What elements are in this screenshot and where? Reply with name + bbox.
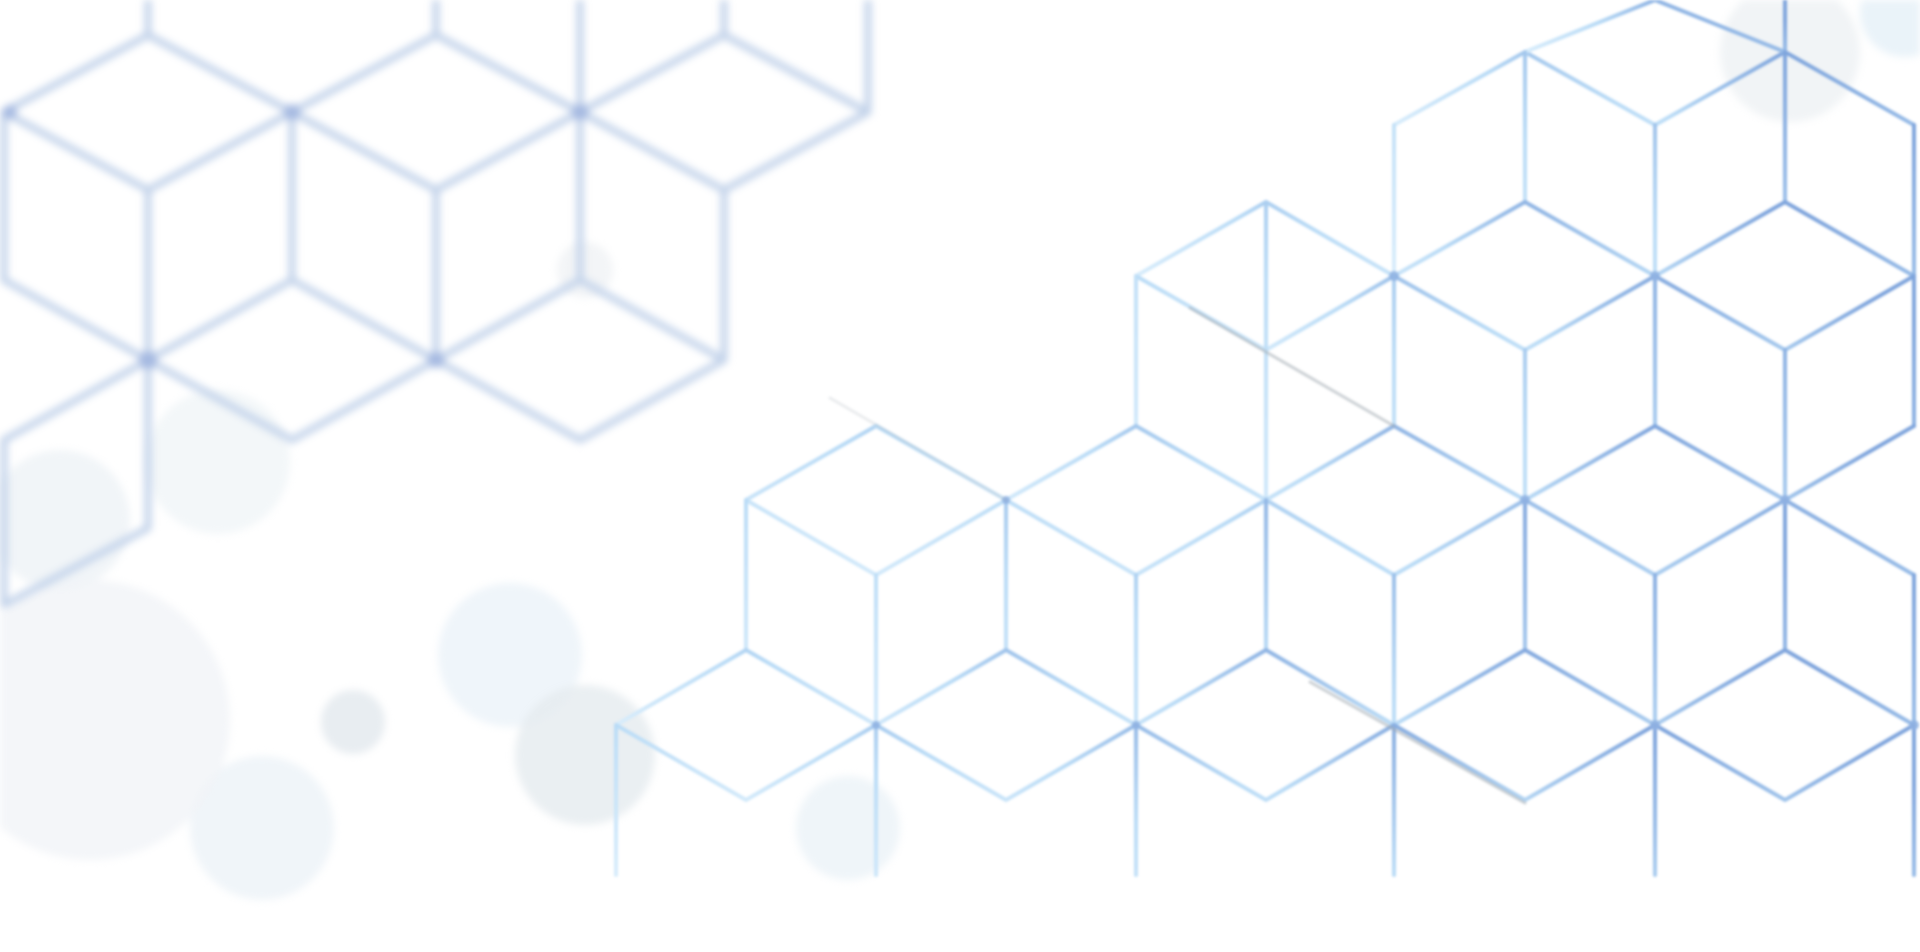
lattice-node [428, 352, 444, 368]
bokeh-circle [1860, 0, 1920, 57]
bokeh-circle [1720, 0, 1860, 122]
bokeh-circle [321, 690, 385, 754]
lattice-node [1650, 271, 1660, 281]
lattice-node [1650, 720, 1660, 730]
lattice-node [3, 105, 17, 119]
shadow-stroke [1308, 680, 1527, 805]
lattice-node [1780, 495, 1790, 505]
bokeh-circle [438, 583, 582, 727]
lattice-node [872, 721, 880, 729]
bokeh-circle [190, 756, 334, 900]
lattice-node [284, 104, 300, 120]
lattice-node [572, 104, 588, 120]
shadow-stroke [828, 396, 1008, 502]
lattice-node [1132, 721, 1140, 729]
lattice-node [1909, 720, 1919, 730]
bokeh-circle [0, 580, 230, 860]
lattice-node [1520, 495, 1530, 505]
lattice-node [1002, 496, 1010, 504]
bokeh-circle [146, 390, 290, 534]
lattice-node [139, 351, 157, 369]
bokeh-circle [515, 685, 655, 825]
shadow-stroke [1188, 306, 1396, 428]
lattice-node [1389, 271, 1399, 281]
